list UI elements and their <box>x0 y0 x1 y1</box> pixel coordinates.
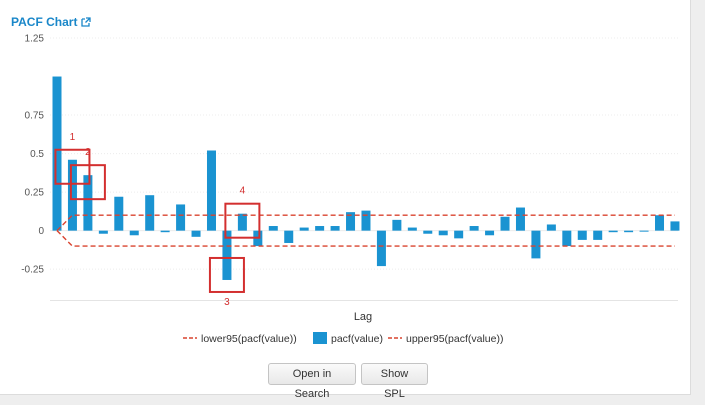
pacf-bar <box>392 219 402 231</box>
y-tick-label: 0.5 <box>30 149 44 160</box>
pacf-bar <box>330 226 340 231</box>
pacf-bar <box>577 230 587 240</box>
pacf-bar <box>531 230 541 259</box>
legend-label: lower95(pacf(value)) <box>201 333 297 345</box>
pacf-bar <box>546 224 556 231</box>
x-axis-label: Lag <box>354 311 372 323</box>
pacf-chart: -0.25 0 0.25 0.5 0.75 1.25 12 3 4 Lag lower95(p… <box>21 34 680 345</box>
pacf-bar <box>407 227 417 231</box>
upper95-line <box>56 214 675 232</box>
y-tick-label: 0.25 <box>25 188 45 199</box>
annotation-box <box>208 256 245 293</box>
bar-series <box>52 76 680 280</box>
legend-label: upper95(pacf(value)) <box>406 333 503 345</box>
pacf-bar <box>176 204 186 231</box>
pacf-bar <box>361 210 371 231</box>
annotation-box <box>54 148 91 185</box>
pacf-bar <box>268 226 278 231</box>
pacf-bar <box>376 230 386 267</box>
pacf-bar <box>346 212 356 231</box>
pacf-bar <box>191 230 201 237</box>
pacf-bar <box>454 230 464 239</box>
pacf-bar <box>469 226 479 231</box>
gridlines <box>50 37 678 301</box>
y-tick-label: 0 <box>38 226 44 237</box>
show-spl-button[interactable]: Show SPL <box>361 363 428 400</box>
pacf-bar <box>515 207 525 231</box>
pacf-bar <box>145 195 155 231</box>
annotation-label: 1 <box>70 132 76 143</box>
chart-title[interactable]: PACF Chart <box>11 15 78 29</box>
annotation-box <box>224 202 261 239</box>
pacf-bar <box>562 230 572 247</box>
legend: lower95(pacf(value)) pacf(value) upper95(p… <box>183 332 503 345</box>
y-axis-ticks: -0.25 0 0.25 0.5 0.75 1.25 <box>21 34 44 276</box>
pacf-bar <box>206 150 216 231</box>
open-in-search-button[interactable]: Open in Search <box>268 363 356 400</box>
y-tick-label: 1.25 <box>25 34 45 45</box>
pacf-bar <box>608 230 618 233</box>
pacf-bar <box>299 227 309 231</box>
pacf-bar <box>222 230 232 280</box>
pacf-bar <box>438 230 448 236</box>
pacf-bar <box>98 230 108 234</box>
pacf-bar <box>593 230 603 240</box>
chart-header: PACF Chart <box>11 14 92 30</box>
external-link-icon[interactable] <box>81 17 92 27</box>
pacf-bar <box>624 230 634 233</box>
pacf-bar <box>315 226 325 231</box>
pacf-bar <box>67 159 77 231</box>
y-tick-label: -0.25 <box>21 265 44 276</box>
pacf-bar <box>500 216 510 231</box>
legend-swatch <box>313 332 327 344</box>
annotation-box <box>69 164 106 201</box>
lower95-line <box>56 230 675 247</box>
pacf-bar <box>485 230 495 236</box>
annotation-label: 4 <box>240 186 246 197</box>
annotation-label: 2 <box>85 147 91 158</box>
pacf-bar <box>639 230 649 232</box>
pacf-bar <box>237 213 247 231</box>
annotations: 12 3 4 <box>54 132 261 308</box>
pacf-bar <box>83 175 93 231</box>
legend-label: pacf(value) <box>331 333 383 345</box>
bound-series <box>56 214 675 247</box>
y-tick-label: 0.75 <box>25 111 45 122</box>
pacf-bar <box>655 215 665 231</box>
pacf-bar <box>114 196 124 231</box>
pacf-bar <box>423 230 433 234</box>
annotation-label: 3 <box>224 297 230 308</box>
pacf-bar <box>670 221 680 231</box>
pacf-bar <box>129 230 139 236</box>
pacf-bar <box>160 230 170 233</box>
pacf-bar <box>52 76 62 231</box>
pacf-bar <box>284 230 294 243</box>
